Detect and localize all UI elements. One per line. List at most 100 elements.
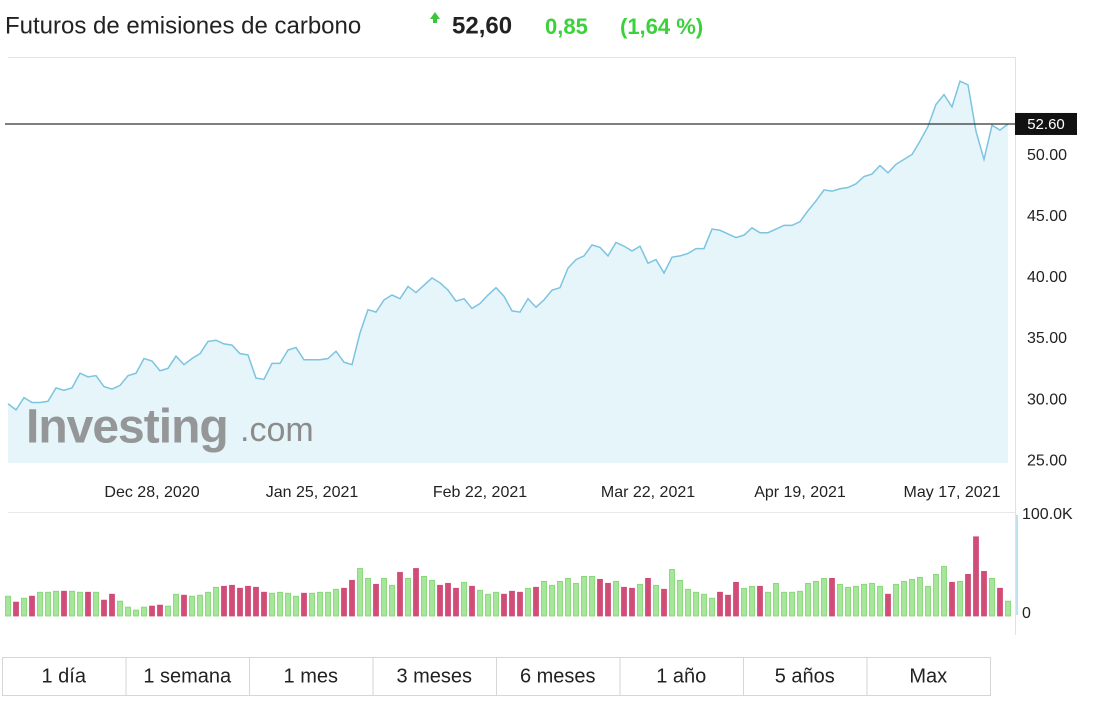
volume-bar <box>733 581 739 617</box>
range-button[interactable]: 1 día <box>2 657 127 696</box>
range-button-label[interactable]: 1 mes <box>284 665 338 687</box>
range-button-box <box>619 657 744 696</box>
last-price: 52,60 <box>452 12 512 39</box>
volume-bar <box>525 587 531 617</box>
volume-bar <box>61 590 67 617</box>
area <box>8 81 1008 463</box>
volume-bar <box>613 580 619 617</box>
volume-bar <box>373 583 379 617</box>
volume-bar <box>757 585 763 617</box>
volume-bar <box>213 586 219 617</box>
volume-bar <box>141 606 147 617</box>
volume-bar <box>269 592 275 617</box>
volume-bar <box>45 591 51 617</box>
range-button[interactable]: 1 mes <box>249 657 374 696</box>
volume-bar <box>845 586 851 617</box>
volume-bar <box>29 595 35 617</box>
volume-bar <box>789 591 795 617</box>
volume-bar <box>981 571 987 617</box>
volume-bar <box>1005 600 1011 617</box>
range-button[interactable]: 6 meses <box>496 657 621 696</box>
volume-bar <box>469 585 475 617</box>
volume-bar <box>21 597 27 617</box>
x-tick-label: May 17, 2021 <box>904 484 1001 501</box>
volume-bar <box>37 591 43 617</box>
range-button[interactable]: Max <box>866 657 991 696</box>
volume-bar <box>101 599 107 617</box>
volume-bar <box>861 583 867 617</box>
volume-bar <box>173 593 179 617</box>
range-button-label[interactable]: 3 meses <box>396 665 472 687</box>
volume-bar <box>301 592 307 617</box>
volume-bar <box>253 586 259 617</box>
change-pct: (1,64 %) <box>620 14 703 39</box>
volume-bar <box>821 577 827 617</box>
volume-bar <box>397 572 403 617</box>
volume-bar <box>725 594 731 617</box>
volume-bar <box>589 576 595 617</box>
volume-bar <box>5 595 11 617</box>
range-button[interactable]: 3 meses <box>372 657 497 696</box>
volume-bar <box>149 605 155 617</box>
volume-bar <box>197 594 203 617</box>
volume-bar <box>637 583 643 617</box>
volume-bar <box>501 593 507 617</box>
volume-bar <box>437 584 443 617</box>
volume-bar <box>85 591 91 617</box>
volume-bar <box>709 597 715 617</box>
volume-bar <box>805 582 811 617</box>
volume-bar <box>957 580 963 617</box>
volume-bar <box>421 576 427 617</box>
price-marker-box <box>1015 112 1077 135</box>
x-tick-label: Apr 19, 2021 <box>754 484 846 501</box>
volume-bar <box>557 580 563 617</box>
volume-bar <box>973 536 979 617</box>
volume-bar <box>933 574 939 617</box>
range-button-label[interactable]: 6 meses <box>520 665 596 687</box>
range-button-label[interactable]: 5 años <box>775 665 835 687</box>
volume-bar <box>853 585 859 617</box>
watermark: Investing <box>26 401 228 454</box>
volume-bar <box>277 591 283 617</box>
volume-bar <box>837 583 843 617</box>
y-tick-label: 100.0K <box>1022 506 1073 523</box>
y-tick-label: 30.00 <box>1027 391 1067 408</box>
volume-bar <box>813 580 819 617</box>
title: Futuros de emisiones de carbono <box>5 12 361 39</box>
range-button-label[interactable]: 1 día <box>42 665 87 687</box>
volume-bar <box>461 581 467 617</box>
volume-bar <box>341 587 347 617</box>
volume-bar <box>877 585 883 617</box>
volume-bar <box>925 585 931 617</box>
range-button-label[interactable]: 1 año <box>656 665 706 687</box>
range-button[interactable]: 1 semana <box>125 657 250 696</box>
range-button-label[interactable]: 1 semana <box>143 665 232 687</box>
price-marker-label: 52.60 <box>1027 116 1065 133</box>
range-button-box <box>125 657 250 696</box>
volume-bar <box>781 591 787 617</box>
volume-bar <box>965 574 971 617</box>
range-button-label[interactable]: Max <box>909 665 947 687</box>
range-button-box <box>743 657 868 696</box>
volume-bar <box>189 595 195 617</box>
y-tick-label: 40.00 <box>1027 269 1067 286</box>
volume-bar <box>941 566 947 617</box>
y-tick-label: 50.00 <box>1027 147 1067 164</box>
volume-bar <box>717 591 723 617</box>
volume-bar <box>645 577 651 617</box>
volume-bar <box>621 586 627 617</box>
range-button[interactable]: 1 año <box>619 657 744 696</box>
volume-bar <box>125 606 131 617</box>
volume-bar <box>93 591 99 617</box>
y-tick-label: 0 <box>1022 605 1031 622</box>
volume-bar <box>109 593 115 617</box>
volume-bar <box>229 584 235 617</box>
range-button[interactable]: 5 años <box>743 657 868 696</box>
volume-bar <box>117 600 123 617</box>
y-tick-label: 45.00 <box>1027 208 1067 225</box>
volume-bar <box>885 593 891 617</box>
volume-bar <box>765 591 771 617</box>
volume-bar <box>13 601 19 617</box>
